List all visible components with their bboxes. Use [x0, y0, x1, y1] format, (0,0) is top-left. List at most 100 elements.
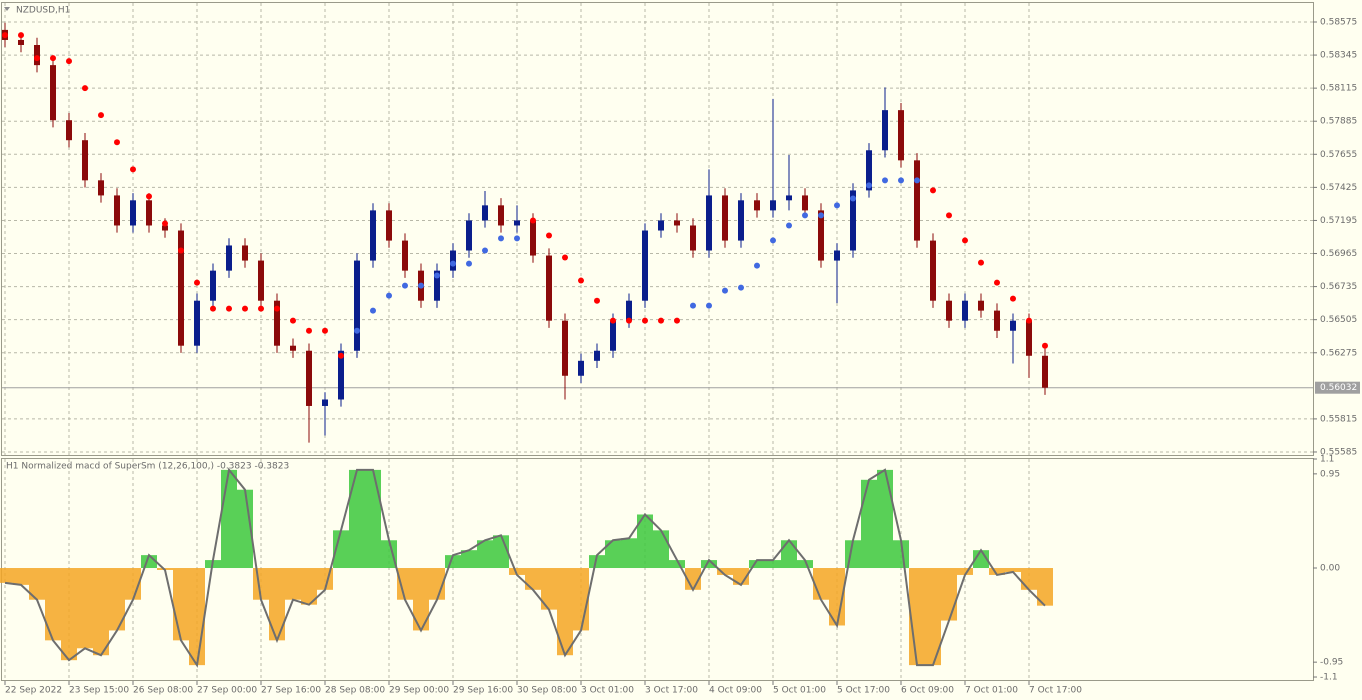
stop-dot [82, 85, 88, 92]
y-tick-label: 0.58115 [1320, 84, 1357, 94]
candle-body [754, 200, 760, 211]
y-tick-label: 0.56735 [1320, 282, 1357, 292]
histogram-bar [525, 568, 541, 590]
x-tick-label: 29 Sep 00:00 [389, 686, 449, 696]
candle-body [802, 195, 808, 211]
stop-dot [194, 279, 200, 286]
stop-dot [754, 262, 760, 269]
histogram-bar [349, 469, 365, 569]
histogram-bar [877, 469, 893, 569]
stop-dot [690, 302, 696, 309]
x-tick-label: 5 Oct 01:00 [773, 686, 826, 696]
candle-body [578, 360, 584, 376]
x-tick-label: 30 Sep 08:00 [517, 686, 577, 696]
x-tick-label: 28 Sep 08:00 [325, 686, 385, 696]
y-tick-label: 0.55585 [1320, 447, 1357, 457]
candle-body [98, 180, 104, 196]
stop-dot [738, 284, 744, 291]
stop-dot [258, 305, 264, 312]
menu-arrow[interactable] [4, 7, 10, 11]
stop-dot [850, 195, 856, 202]
histogram-bar [29, 568, 45, 600]
symbol-title: NZDUSD,H1 [16, 6, 70, 16]
histogram-bar [861, 479, 877, 569]
histogram-bar [1005, 568, 1021, 572]
histogram-bar [797, 560, 813, 569]
candle-body [722, 195, 728, 241]
candle-body [338, 350, 344, 400]
histogram-bar [653, 530, 669, 569]
x-tick-label: 6 Oct 09:00 [901, 686, 954, 696]
stop-dot [706, 302, 712, 309]
x-tick-label: 3 Oct 01:00 [581, 686, 634, 696]
stop-dot [914, 177, 920, 184]
stop-dot [786, 222, 792, 229]
candle-body [946, 300, 952, 321]
stop-dot [178, 247, 184, 254]
y-tick-label: 0.57195 [1320, 216, 1357, 226]
histogram-bar [333, 530, 349, 569]
y-tick-label: 0.56275 [1320, 348, 1357, 358]
histogram-bar [1037, 568, 1053, 606]
x-tick-label: 3 Oct 17:00 [645, 686, 698, 696]
histogram-bar [173, 568, 189, 641]
y-tick-label: 0.57655 [1320, 150, 1357, 160]
stop-dot [466, 260, 472, 267]
candle-body [546, 255, 552, 321]
stop-dot [1010, 295, 1016, 302]
plot [0, 22, 1313, 668]
stop-dot [482, 247, 488, 254]
histogram-bar [477, 540, 493, 569]
candle-body [866, 150, 872, 191]
x-tick-label: 5 Oct 17:00 [837, 686, 890, 696]
candle-body [434, 270, 440, 301]
candle-body [370, 210, 376, 261]
histogram-bar [45, 568, 61, 641]
x-tick-label: 29 Sep 16:00 [453, 686, 513, 696]
y-tick-label: 0.58345 [1320, 51, 1357, 61]
stop-dot [242, 305, 248, 312]
histogram-bar [893, 540, 909, 569]
stop-dot [978, 259, 984, 266]
stop-dot [1026, 317, 1032, 324]
candle-body [1026, 320, 1032, 356]
histogram-bar [541, 568, 557, 610]
histogram-bar [77, 568, 93, 649]
candle-body [994, 310, 1000, 331]
grid [2, 3, 1313, 680]
stop-dot [290, 317, 296, 324]
stop-dot [386, 292, 392, 299]
candle-body [626, 300, 632, 321]
stop-dot [130, 166, 136, 173]
stop-dot [898, 177, 904, 184]
candle-body [834, 250, 840, 261]
stop-dot [146, 193, 152, 200]
histogram-bar [509, 568, 525, 575]
candle-body [306, 350, 312, 406]
candle-body [482, 205, 488, 221]
histogram-bar [0, 568, 13, 583]
stop-dot [674, 317, 680, 324]
histogram-bar [941, 568, 957, 621]
stop-dot [722, 287, 728, 294]
y-tick-label: -1.1 [1320, 673, 1338, 683]
x-tick-label: 26 Sep 08:00 [133, 686, 193, 696]
candle-body [66, 120, 72, 141]
stop-dot [1042, 342, 1048, 349]
stop-dot [578, 277, 584, 284]
stop-dot [658, 317, 664, 324]
histogram-bar [285, 568, 301, 600]
histogram-bar [957, 568, 973, 575]
stop-dot [434, 272, 440, 279]
stop-dot [642, 317, 648, 324]
stop-dot [834, 202, 840, 209]
macd-line [4, 467, 1046, 668]
stop-dot [370, 307, 376, 314]
y-tick-label: 0.57885 [1320, 117, 1357, 127]
histogram-bar [189, 568, 205, 666]
candle-body [146, 200, 152, 226]
histogram-bar [717, 568, 733, 575]
candle-body [1042, 355, 1048, 388]
candle-body [898, 110, 904, 161]
